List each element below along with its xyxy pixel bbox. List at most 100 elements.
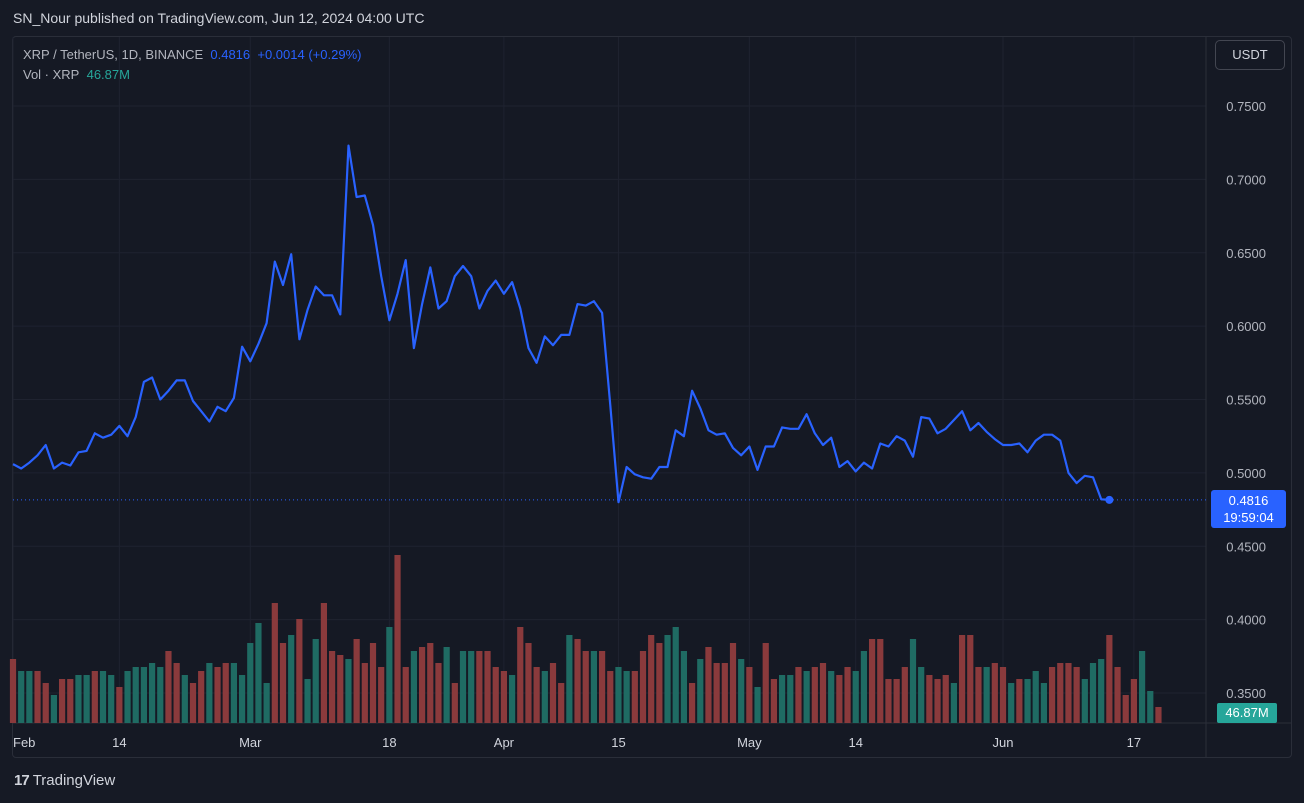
- volume-bar: [206, 663, 213, 723]
- volume-bar: [525, 643, 532, 723]
- volume-bar: [836, 675, 843, 723]
- volume-bar: [26, 671, 33, 723]
- x-tick-label: Jun: [993, 735, 1014, 750]
- currency-unit-button[interactable]: USDT: [1215, 40, 1285, 70]
- volume-bar: [811, 667, 818, 723]
- volume-bar: [533, 667, 540, 723]
- volume-bar: [934, 679, 941, 723]
- volume-bar: [1114, 667, 1121, 723]
- volume-bar: [140, 667, 148, 723]
- volume-bar: [67, 679, 74, 723]
- volume-bar: [918, 667, 925, 723]
- volume-bar: [598, 651, 606, 723]
- volume-bar: [288, 635, 295, 723]
- volume-bar: [181, 675, 188, 723]
- volume-bar: [656, 643, 663, 723]
- volume-bar: [729, 643, 737, 723]
- y-tick-label: 0.6000: [1226, 319, 1266, 334]
- legend-vol-label[interactable]: Vol · XRP: [23, 67, 80, 82]
- volume-bar: [459, 651, 467, 723]
- volume-bar: [157, 667, 164, 723]
- volume-bar: [877, 639, 884, 723]
- volume-bar: [238, 675, 246, 723]
- volume-bar: [746, 667, 753, 723]
- volume-bar: [975, 667, 982, 723]
- chart-legend: XRP / TetherUS, 1D, BINANCE 0.4816 +0.00…: [23, 45, 361, 85]
- volume-bar: [754, 687, 761, 723]
- volume-bar: [778, 675, 786, 723]
- legend-symbol[interactable]: XRP / TetherUS, 1D, BINANCE: [23, 47, 204, 62]
- volume-bar: [435, 663, 442, 723]
- volume-bar: [615, 667, 622, 723]
- volume-bar: [983, 667, 990, 723]
- volume-bar: [198, 671, 205, 723]
- volume-bar: [91, 671, 98, 723]
- volume-bar: [247, 643, 254, 723]
- volume-bar: [337, 655, 344, 723]
- volume-bar: [1147, 691, 1154, 723]
- volume-bar: [828, 671, 835, 723]
- volume-bar: [672, 627, 679, 723]
- volume-bar: [353, 639, 360, 723]
- volume-bar: [844, 667, 851, 723]
- volume-bar: [1032, 671, 1039, 723]
- volume-bar: [378, 667, 385, 723]
- volume-bar: [770, 679, 778, 723]
- volume-bar: [508, 675, 516, 723]
- volume-bar: [549, 663, 557, 723]
- volume-bar: [558, 683, 565, 723]
- volume-bar: [1073, 667, 1080, 723]
- volume-bar: [443, 647, 450, 723]
- last-volume-tag: 46.87M: [1217, 703, 1277, 723]
- volume-bar: [705, 647, 712, 723]
- x-tick-label: Apr: [494, 735, 515, 750]
- volume-bar: [75, 675, 82, 723]
- volume-bar: [1130, 679, 1138, 723]
- footer-brand: TradingView: [32, 772, 116, 789]
- x-tick-label: May: [737, 735, 762, 750]
- y-tick-label: 0.4000: [1226, 613, 1266, 628]
- volume-bar: [189, 683, 197, 723]
- volume-bar: [108, 675, 115, 723]
- x-tick-label: 14: [112, 735, 126, 750]
- y-tick-label: 0.5000: [1226, 466, 1266, 481]
- volume-bar: [1008, 683, 1015, 723]
- volume-bar: [50, 695, 58, 723]
- volume-bar: [222, 663, 229, 723]
- x-tick-label: 14: [848, 735, 862, 750]
- last-price-tag: 0.4816 19:59:04: [1211, 490, 1286, 528]
- volume-bar: [648, 635, 655, 723]
- volume-bar: [1016, 679, 1023, 723]
- volume-bar: [42, 683, 49, 723]
- volume-bar: [582, 651, 589, 723]
- volume-bar: [214, 667, 221, 723]
- volume-bar: [958, 635, 966, 723]
- x-tick-label: Mar: [239, 735, 262, 750]
- volume-bar: [607, 671, 614, 723]
- x-tick-label: 15: [611, 735, 625, 750]
- legend-last-price: 0.4816: [210, 47, 251, 62]
- legend-volume-row: Vol · XRP 46.87M: [23, 65, 361, 85]
- y-tick-label: 0.4500: [1226, 539, 1266, 554]
- y-tick-label: 0.7000: [1226, 172, 1266, 187]
- bar-countdown: 19:59:04: [1223, 510, 1274, 525]
- volume-bar: [1138, 651, 1146, 723]
- volume-bar: [967, 635, 974, 723]
- volume-bar: [132, 667, 139, 723]
- volume-bar: [271, 603, 278, 723]
- volume-bar: [451, 683, 458, 723]
- volume-bar: [320, 603, 328, 723]
- volume-bar: [639, 651, 647, 723]
- publish-line: SN_Nour published on TradingView.com, Ju…: [13, 10, 425, 26]
- legend-change: +0.0014 (+0.29%): [257, 47, 362, 62]
- volume-bar: [999, 667, 1007, 723]
- volume-bar: [950, 683, 958, 723]
- footer-branding[interactable]: 17 TradingView: [14, 772, 115, 789]
- volume-bar: [787, 675, 794, 723]
- price-line: [12, 144, 1110, 504]
- volume-bar: [230, 663, 238, 723]
- volume-bar: [631, 671, 638, 723]
- last-price-value: 0.4816: [1228, 493, 1269, 508]
- volume-bar: [500, 671, 508, 723]
